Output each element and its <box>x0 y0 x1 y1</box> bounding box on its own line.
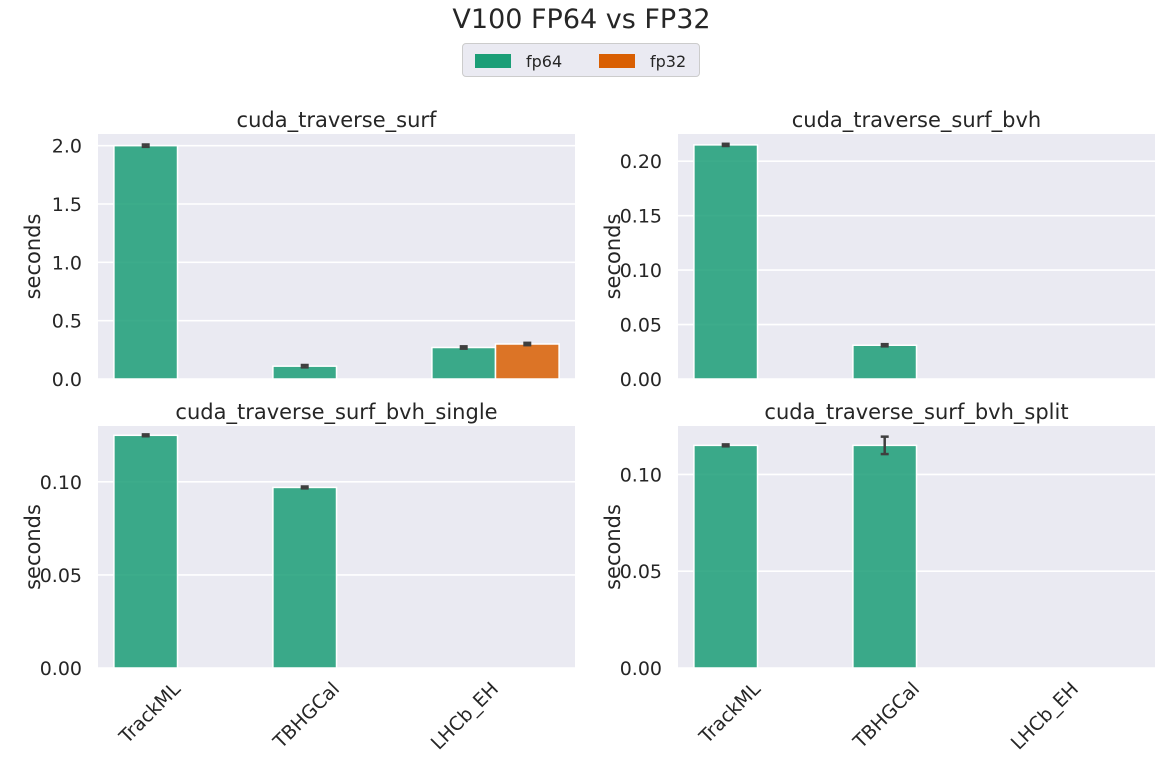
legend-item-fp64: fp64 <box>475 51 563 71</box>
y-tick-label: 0.00 <box>40 658 82 680</box>
figure-title: V100 FP64 vs FP32 <box>452 4 711 35</box>
y-tick-label: 0.05 <box>620 315 662 337</box>
y-axis-label: seconds <box>21 214 45 300</box>
bar-fp64-LHCb_EH <box>431 346 497 380</box>
subplot-4: 0.00 0.05 0.10 cuda_traverse_surf_bvh_split… <box>601 400 1155 754</box>
subplot-title: cuda_traverse_surf_bvh_split <box>764 400 1068 425</box>
y-axis-label: seconds <box>601 504 625 590</box>
subplot-title: cuda_traverse_surf_bvh <box>792 108 1041 133</box>
x-tick-label: TBHGCal <box>268 678 344 754</box>
y-tick-label: 1.0 <box>52 252 82 274</box>
y-tick-label: 0.00 <box>620 369 662 391</box>
bar-fp64-TrackML <box>113 144 179 380</box>
y-tick-label: 0.05 <box>620 561 662 583</box>
y-tick-label: 0.15 <box>620 206 662 228</box>
legend-swatch-fp64 <box>475 54 511 68</box>
bar-fp64-TBHGCal <box>852 444 918 669</box>
y-axis-label: seconds <box>601 214 625 300</box>
y-tick-label: 0.05 <box>40 565 82 587</box>
subplot-title: cuda_traverse_surf_bvh_single <box>175 400 497 425</box>
bar-fp32-LHCb_EH <box>494 343 560 380</box>
y-axis-label: seconds <box>21 504 45 590</box>
bar-fp64-TBHGCal <box>272 486 338 669</box>
x-tick-label: LHCb_EH <box>1007 678 1083 754</box>
y-tick-label: 2.0 <box>52 136 82 158</box>
x-tick-label: TrackML <box>115 678 186 749</box>
x-tick-label: TBHGCal <box>848 678 924 754</box>
y-tick-label: 0.0 <box>52 369 82 391</box>
y-tick-label: 0.5 <box>52 311 82 333</box>
y-tick-label: 0.10 <box>40 472 82 494</box>
legend-item-fp32: fp32 <box>599 51 687 71</box>
bar-fp64-TrackML <box>693 144 759 380</box>
legend-label-fp64: fp64 <box>526 51 563 71</box>
subplot-title: cuda_traverse_surf <box>237 108 438 133</box>
y-tick-label: 1.5 <box>52 194 82 216</box>
x-tick-label: TrackML <box>695 678 766 749</box>
bar-fp64-TBHGCal <box>852 344 918 380</box>
bar-fp64-TrackML <box>693 444 759 669</box>
x-tick-label: LHCb_EH <box>427 678 503 754</box>
y-tick-label: 0.20 <box>620 151 662 173</box>
legend-swatch-fp32 <box>599 54 635 68</box>
legend-label-fp32: fp32 <box>650 51 687 71</box>
bar-fp64-TrackML <box>113 434 179 669</box>
y-tick-label: 0.10 <box>620 260 662 282</box>
y-tick-label: 0.10 <box>620 464 662 486</box>
y-tick-label: 0.00 <box>620 658 662 680</box>
subplot-3: 0.00 0.05 0.10 cuda_traverse_surf_bvh_singl… <box>21 400 575 754</box>
subplot-2: 0.00 0.05 0.10 0.15 0.20 cuda_traverse_surf_b… <box>601 108 1155 391</box>
legend: fp64 fp32 <box>462 43 700 77</box>
